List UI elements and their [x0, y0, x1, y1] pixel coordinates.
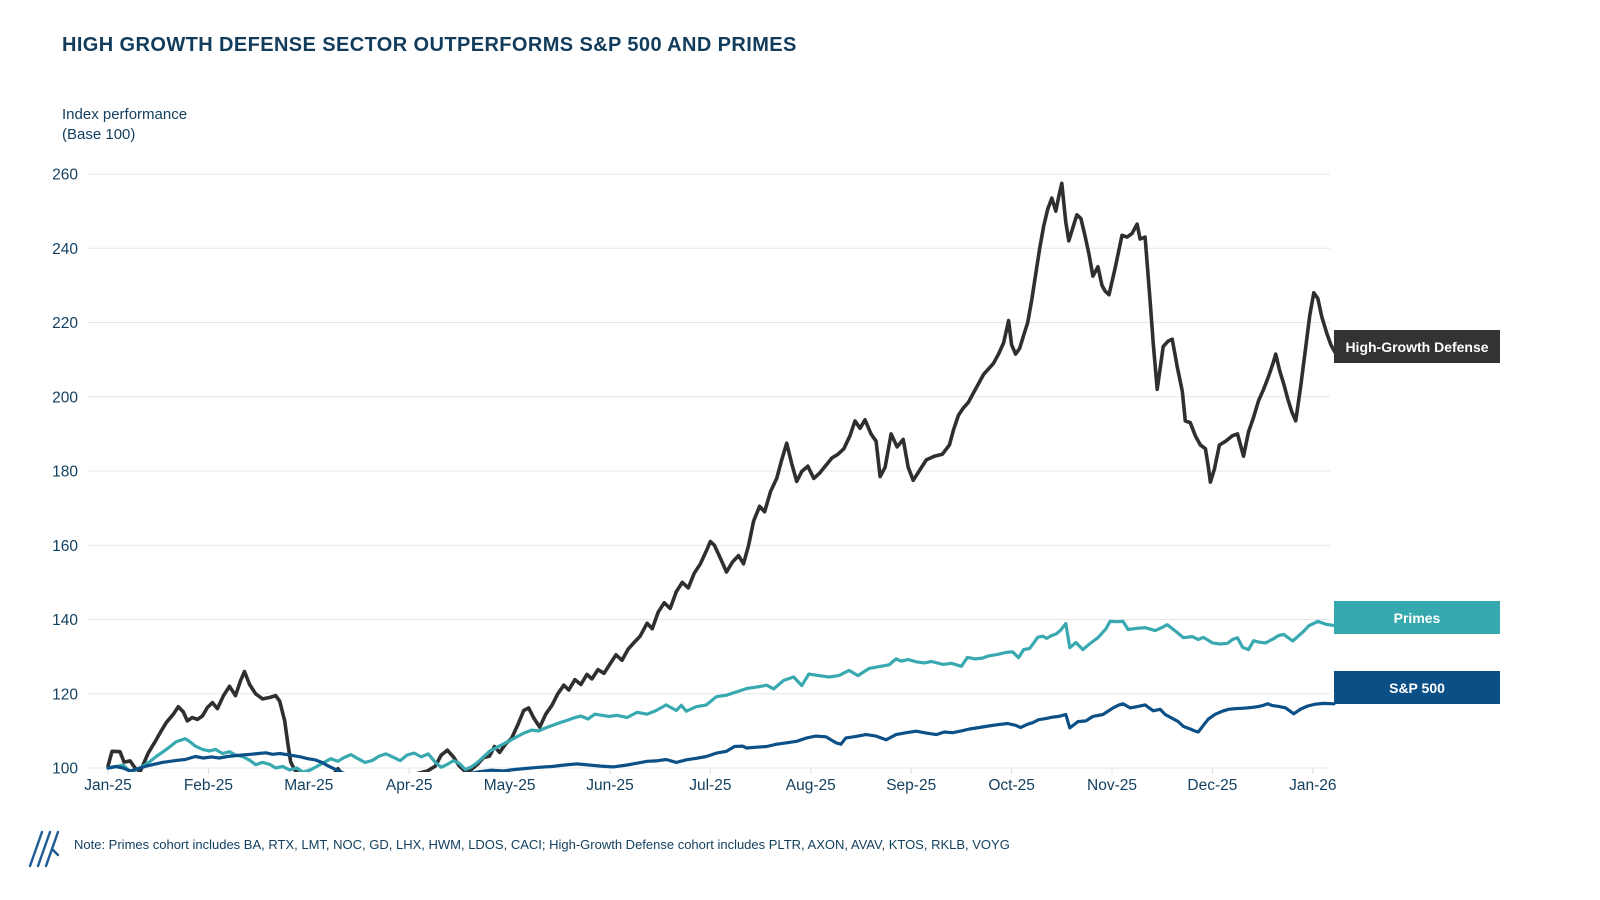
- footnote: Note: Primes cohort includes BA, RTX, LM…: [74, 837, 1010, 852]
- x-tick-label-Mar-25: Mar-25: [284, 777, 333, 794]
- y-tick-label-140: 140: [52, 612, 78, 629]
- series-line-high-growth-defense: [106, 181, 1337, 772]
- series-line-primes: [106, 619, 1336, 772]
- y-axis-title-line1: Index performance: [62, 106, 188, 123]
- legend-high-growth-defense: High-Growth Defense: [1334, 330, 1500, 363]
- y-axis-title-line2: (Base 100): [62, 126, 136, 143]
- x-tick-label-Feb-25: Feb-25: [184, 777, 233, 794]
- y-tick-label-120: 120: [52, 686, 78, 703]
- y-axis-title: Index performance (Base 100): [62, 105, 187, 145]
- chart-svg: 100 120 140 160 180 200 220 240 260 Jan-25 Feb-25 M…: [52, 167, 1337, 794]
- logo-stroke-2: [36, 830, 52, 868]
- y-tick-label-160: 160: [52, 538, 78, 555]
- x-tick-label-Jul-25: Jul-25: [689, 777, 731, 794]
- x-tick-label-Jan-25: Jan-25: [84, 777, 131, 794]
- x-tick-label-Sep-25: Sep-25: [886, 777, 936, 794]
- x-tick-label-Oct-25: Oct-25: [988, 777, 1035, 794]
- page-title: HIGH GROWTH DEFENSE SECTOR OUTPERFORMS S…: [62, 34, 797, 56]
- y-tick-label-240: 240: [52, 241, 78, 258]
- y-tick-label-220: 220: [52, 315, 78, 332]
- x-tick-label-Aug-25: Aug-25: [786, 777, 836, 794]
- legend-sp500: S&P 500: [1334, 671, 1500, 704]
- logo-stroke-4: [50, 830, 60, 851]
- y-tick-label-100: 100: [52, 761, 78, 778]
- y-tick-label-180: 180: [52, 464, 78, 481]
- x-tick-label-Jun-25: Jun-25: [586, 777, 633, 794]
- x-tick-label-Nov-25: Nov-25: [1087, 777, 1137, 794]
- legend-high-growth-defense-label: High-Growth Defense: [1345, 338, 1489, 355]
- legend-sp500-label: S&P 500: [1389, 679, 1445, 696]
- brand-logo: [28, 830, 60, 868]
- y-tick-label-260: 260: [52, 167, 78, 184]
- x-tick-label-Jan-26: Jan-26: [1289, 777, 1336, 794]
- logo-stroke-3: [44, 846, 60, 868]
- series-line-s-p-500: [106, 701, 1336, 772]
- y-tick-label-200: 200: [52, 389, 78, 406]
- legend-primes: Primes: [1334, 601, 1500, 634]
- x-tick-label-Apr-25: Apr-25: [386, 777, 433, 794]
- logo-stroke-1: [28, 830, 44, 868]
- legend-primes-label: Primes: [1393, 609, 1441, 626]
- x-tick-label-May-25: May-25: [484, 777, 536, 794]
- x-tick-label-Dec-25: Dec-25: [1187, 777, 1237, 794]
